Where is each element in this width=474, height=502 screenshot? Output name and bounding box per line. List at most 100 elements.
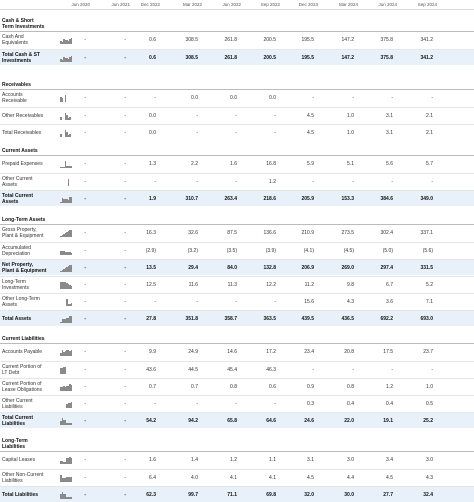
section-divider xyxy=(0,89,474,90)
cell-value: - xyxy=(84,383,86,390)
sparkline-bar xyxy=(67,40,69,44)
cell-value: 3.6 xyxy=(386,298,393,305)
sparkline-bar xyxy=(61,477,63,482)
sparkline-bar xyxy=(66,385,68,391)
cell-value: 62.3 xyxy=(146,491,156,498)
sparkline-bar xyxy=(70,476,72,482)
cell-value: 263.4 xyxy=(224,195,237,202)
sparkline-bar xyxy=(69,133,71,137)
sparkline-bar xyxy=(63,268,65,272)
table-row[interactable]: Total Receivables - - 0.0 - - - 4.5 1.0 3.1 2.1 xyxy=(0,124,474,140)
table-row[interactable]: Current Portion of Lease Obligations - - 0.… xyxy=(0,378,474,394)
cell-value: 84.0 xyxy=(227,264,237,271)
cell-value: 4.5 xyxy=(307,112,314,119)
sparkline-bar xyxy=(63,461,65,464)
table-row[interactable]: Net Property, Plant & Equipment - - 13.5 29.… xyxy=(0,259,474,275)
sparkline-bar xyxy=(69,476,71,482)
cell-value: 94.2 xyxy=(188,417,198,424)
table-row[interactable]: Total Current Assets - - 1.9 310.7 263.4 218.6… xyxy=(0,190,474,206)
table-row[interactable]: Cash And Equivalents - - 0.6 308.5 261.8 200.5… xyxy=(0,32,474,47)
cell-value: 147.2 xyxy=(341,36,354,43)
cell-value: - xyxy=(154,298,156,305)
cell-value: - xyxy=(124,195,126,202)
cell-value: - xyxy=(154,400,156,407)
cell-value: 71.1 xyxy=(227,491,237,498)
table-row[interactable]: Other Long-Term Assets - - - - - - 15.6 4.3 3.6 7.… xyxy=(0,293,474,309)
sparkline-bar xyxy=(67,178,69,186)
cell-value: - xyxy=(391,366,393,373)
sparkline-bar xyxy=(61,491,63,499)
cell-value: 341.2 xyxy=(420,36,433,43)
table-row[interactable]: Accounts Receivable - - - 0.0 0.0 0.0 - - - - xyxy=(0,90,474,105)
sparkline-bar xyxy=(64,318,66,323)
table-row[interactable]: Accumulated Depreciation - - (2.9) (3.2) (3.5… xyxy=(0,242,474,258)
table-row[interactable]: Total Liabilities - - 62.3 99.7 71.1 69.8 32.0 3… xyxy=(0,486,474,502)
cell-value: - xyxy=(124,178,126,185)
sparkline-bar xyxy=(64,57,66,62)
cell-value: - xyxy=(84,400,86,407)
column-header[interactable]: Mar 2022 xyxy=(182,2,202,7)
table-row[interactable]: Prepaid Expenses - - 1.3 2.2 1.6 16.8 5.9 5.1 5.6… xyxy=(0,156,474,171)
column-header[interactable]: Jun 2022 xyxy=(222,2,241,7)
cell-value: - xyxy=(274,298,276,305)
sparkline-bar xyxy=(63,385,65,391)
sparkline-bar xyxy=(69,264,71,272)
sparkline-bar xyxy=(66,198,68,203)
column-header[interactable]: Jun 2020 xyxy=(71,2,90,7)
table-row[interactable]: Other Current Liabilities - - - - - - 0.3 0.4 0.4… xyxy=(0,395,474,411)
table-row[interactable]: Total Assets - - 27.8 351.8 358.7 363.5 439.5 43… xyxy=(0,310,474,326)
sparkline-bar xyxy=(60,116,62,120)
column-header[interactable]: Sep 2024 xyxy=(417,2,437,7)
column-header[interactable]: Dec 2022 xyxy=(140,2,160,7)
cell-value: 9.8 xyxy=(347,281,354,288)
cell-value: 1.2 xyxy=(269,178,276,185)
sparkline-bar xyxy=(61,417,63,425)
column-header[interactable]: Dec 2023 xyxy=(298,2,318,7)
sparkline-bar xyxy=(64,493,66,499)
row-label: Gross Property, Plant & Equipment xyxy=(2,226,44,239)
sparkline-bar xyxy=(67,422,69,425)
cell-value: - xyxy=(84,348,86,355)
cell-value: 1.1 xyxy=(269,456,276,463)
column-header[interactable]: Jun 2021 xyxy=(111,2,130,7)
sparkline-bar xyxy=(61,386,63,391)
table-row[interactable]: Long-Term Investments - - 12.5 11.6 11.3 12.2 1… xyxy=(0,276,474,292)
table-row[interactable]: Other Current Assets - - - - - 1.2 - - - - xyxy=(0,173,474,189)
table-row[interactable]: Current Portion of LT Debt - - 43.6 44.5 45.4… xyxy=(0,361,474,377)
cell-value: (5.0) xyxy=(382,247,393,254)
cell-value: 1.0 xyxy=(426,383,433,390)
sparkline-bar xyxy=(67,251,69,255)
column-header[interactable]: Mar 2024 xyxy=(338,2,358,7)
cell-value: - xyxy=(84,94,86,101)
row-label: Total Cash & ST Investments xyxy=(2,51,40,64)
cell-value: 205.9 xyxy=(301,195,314,202)
table-row[interactable]: Total Current Liabilities - - 54.2 94.2 65.8 6… xyxy=(0,412,474,428)
cell-value: 87.5 xyxy=(227,229,237,236)
cell-value: 337.1 xyxy=(420,229,433,236)
cell-value: - xyxy=(391,94,393,101)
table-row[interactable]: Accounts Payable - - 9.9 24.9 14.6 17.2 23.4 20.… xyxy=(0,344,474,359)
cell-value: 4.0 xyxy=(191,474,198,481)
sparkline-bar xyxy=(63,281,65,289)
cell-value: 0.6 xyxy=(269,383,276,390)
table-row[interactable]: Gross Property, Plant & Equipment - - 16.3 3… xyxy=(0,225,474,240)
row-label: Cash And Equivalents xyxy=(2,33,28,46)
table-row[interactable]: Other Non-Current Liabilities - - 6.4 4.0 4.1… xyxy=(0,469,474,485)
cell-value: - xyxy=(124,129,126,136)
sparkline-chart xyxy=(60,160,72,168)
cell-value: (3.5) xyxy=(226,247,237,254)
column-header[interactable]: Sep 2022 xyxy=(260,2,280,7)
sparkline-bar xyxy=(60,493,62,499)
sparkline-bar xyxy=(61,460,63,464)
cell-value: 5.2 xyxy=(426,281,433,288)
sparkline-bar xyxy=(61,59,63,62)
sparkline-chart xyxy=(60,315,72,323)
column-header[interactable]: Jun 2024 xyxy=(378,2,397,7)
cell-value: 1.2 xyxy=(386,383,393,390)
sparkline-bar xyxy=(64,350,66,356)
sparkline-bar xyxy=(70,422,72,425)
table-row[interactable]: Capital Leases - - 1.6 1.4 1.2 1.1 3.1 3.0 3.4 3.0 xyxy=(0,452,474,467)
cell-value: - xyxy=(352,94,354,101)
table-row[interactable]: Total Cash & ST Investments - - 0.6 308.5 261… xyxy=(0,49,474,65)
table-row[interactable]: Other Receivables - - 0.0 - - - 4.5 1.0 3.1 2.1 xyxy=(0,107,474,123)
